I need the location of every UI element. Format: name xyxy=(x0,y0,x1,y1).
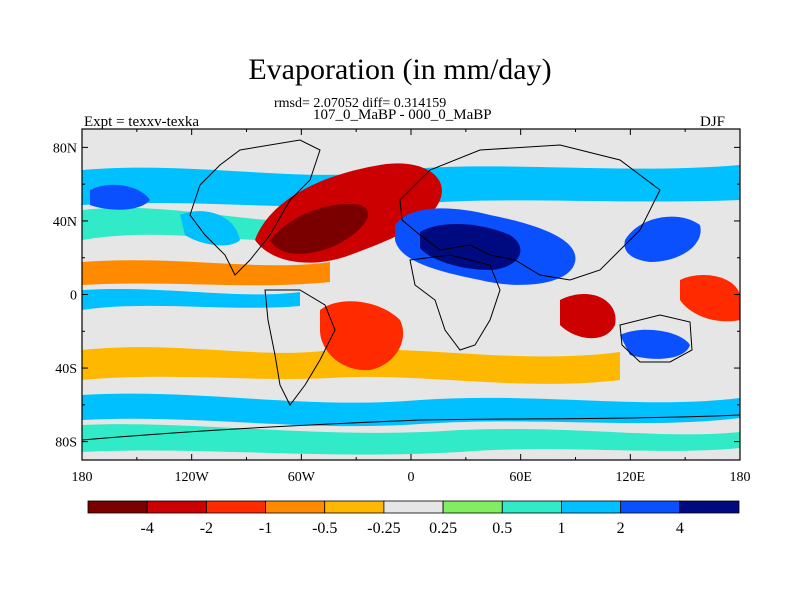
lon-label: 120E xyxy=(616,470,646,485)
colorbar-swatch xyxy=(501,500,562,514)
west-pacific-negative-region xyxy=(624,216,701,262)
axis-ticks xyxy=(81,129,741,460)
lat-label: 40S xyxy=(55,362,77,377)
lon-label: 180 xyxy=(730,470,751,485)
band-equator xyxy=(82,288,300,310)
coastline-australia xyxy=(619,314,693,363)
eurasia-core xyxy=(420,224,521,270)
band-southern-ocean xyxy=(82,393,740,427)
colorbar-swatch xyxy=(265,500,326,514)
australia-negative-region xyxy=(620,329,690,359)
latitude-labels: 80N 40N 0 40S 80S xyxy=(53,141,77,450)
colorbar-label: 0.5 xyxy=(492,520,512,537)
colorbar-swatch xyxy=(205,500,266,514)
colorbar xyxy=(87,500,740,514)
colorbar-label: 0.25 xyxy=(429,520,457,537)
colorbar-label: 4 xyxy=(676,520,684,537)
colorbar-swatch xyxy=(442,500,503,514)
colorbar-label: 2 xyxy=(617,520,625,537)
north-pacific-negative-region xyxy=(90,184,150,210)
colorbar-label: -1 xyxy=(259,520,272,537)
south-atlantic-positive-region xyxy=(320,301,404,371)
colorbar-swatch xyxy=(620,500,681,514)
colorbar-label: -4 xyxy=(141,520,154,537)
lat-label: 0 xyxy=(70,289,77,304)
lon-label: 120W xyxy=(175,470,210,485)
coastline-america-south xyxy=(264,289,336,406)
north-america-negative-region xyxy=(180,211,240,246)
colorbar-swatch xyxy=(324,500,385,514)
colorbar-label: -0.5 xyxy=(312,520,337,537)
coastline-eurasia xyxy=(399,144,661,281)
band-far-south xyxy=(82,424,740,455)
colorbar-swatch xyxy=(561,500,622,514)
pacific-positive-region xyxy=(680,275,740,322)
lat-label: 40N xyxy=(53,215,77,230)
coastline-antarctica xyxy=(82,414,740,441)
colorbar-swatch xyxy=(146,500,207,514)
evaporation-field xyxy=(82,129,740,460)
colorbar-swatch xyxy=(383,500,444,514)
colorbar-label: -2 xyxy=(200,520,213,537)
indian-ocean-positive-region xyxy=(560,294,616,339)
season-label: DJF xyxy=(700,114,726,130)
longitude-labels: 180 120W 60W 0 60E 120E 180 xyxy=(72,470,751,485)
colorbar-label: 1 xyxy=(557,520,565,537)
lon-label: 60E xyxy=(509,470,532,485)
experiment-subtitle: 107_0_MaBP - 000_0_MaBP xyxy=(313,107,492,123)
lon-label: 0 xyxy=(408,470,415,485)
rmsd-diff-stats: rmsd= 2.07052 diff= 0.314159 xyxy=(274,96,447,111)
lon-label: 60W xyxy=(288,470,316,485)
north-atlantic-core xyxy=(270,204,369,254)
lon-label: 180 xyxy=(72,470,93,485)
lat-label: 80N xyxy=(53,141,77,156)
colorbar-labels: -4 -2 -1 -0.5 -0.25 0.25 0.5 1 2 4 xyxy=(141,520,684,537)
band-n-tropic xyxy=(82,260,330,286)
figure-title: Evaporation (in mm/day) xyxy=(248,53,552,86)
colorbar-swatch xyxy=(87,500,148,514)
experiment-label: Expt = texxv-texka xyxy=(84,114,200,130)
coastline-america-north xyxy=(189,139,321,276)
colorbar-label: -0.25 xyxy=(367,520,400,537)
colorbar-swatch xyxy=(679,500,740,514)
coastline-africa xyxy=(409,254,501,351)
lat-label: 80S xyxy=(55,436,77,451)
